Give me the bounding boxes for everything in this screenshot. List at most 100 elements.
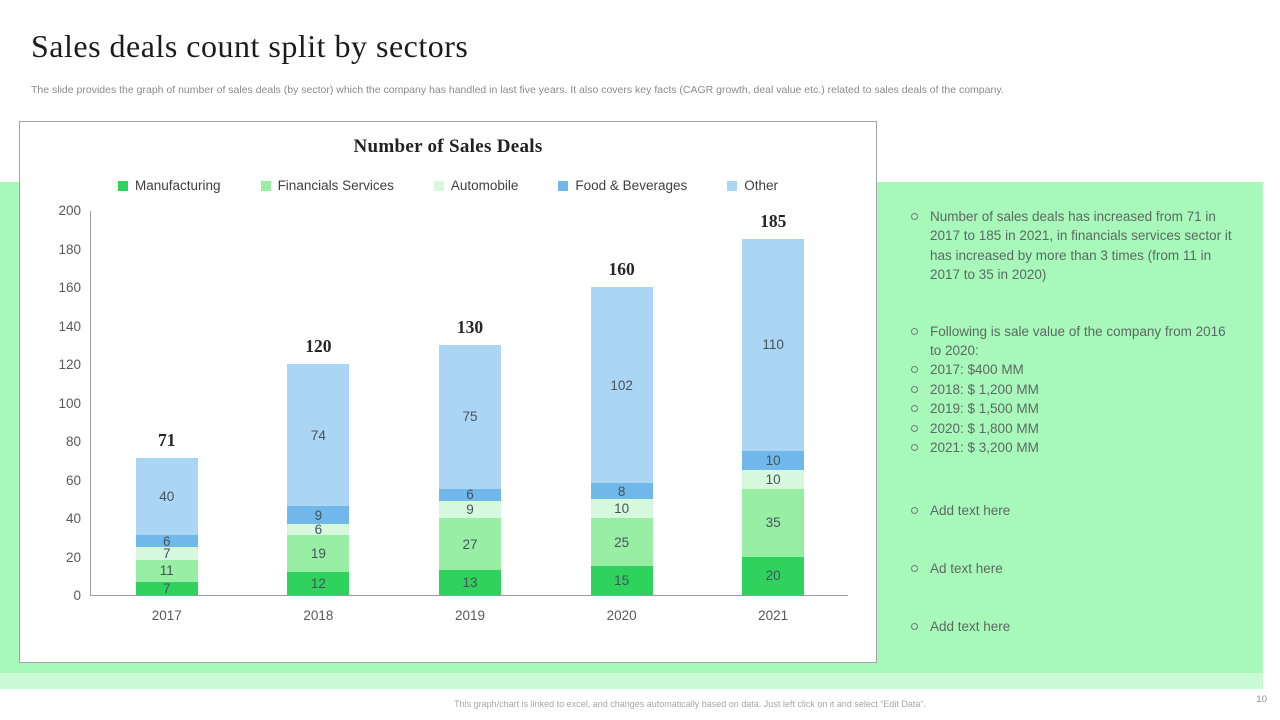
y-axis-tick-label: 180: [58, 241, 81, 257]
bullet-item: 2020: $ 1,800 MM: [911, 419, 1245, 438]
bullet-text: Add text here: [930, 619, 1011, 635]
bar-value-label: 110: [762, 337, 784, 353]
bar-total-label: 130: [456, 316, 484, 337]
bar-value-label: 8: [617, 483, 626, 499]
bullet-item: 2021: $ 3,200 MM: [911, 438, 1245, 457]
circle-bullet-icon: [911, 385, 918, 393]
bar-segment-manufacturing: 12: [287, 571, 350, 595]
plot-area: 0 20 40 60 80 100 120 140 160 180 200 7 11 7 6 40 71 2017…: [58, 203, 848, 623]
circle-bullet-icon: [911, 507, 918, 515]
bar-total-label: 185: [760, 210, 787, 231]
bar-value-label: 7: [163, 580, 171, 596]
circle-bullet-icon: [911, 405, 918, 413]
bar-segment-food-beverages: 6: [439, 487, 501, 503]
bar-segment-financials-services: 27: [439, 518, 501, 570]
bar-segment-food-beverages: 9: [287, 506, 350, 524]
bar-segment-other: 102: [590, 287, 653, 484]
bar-value-label: 102: [610, 377, 633, 393]
legend-label: Manufacturing: [135, 178, 221, 193]
bar-segment-automobile: 6: [287, 522, 350, 538]
bar-segment-financials-services: 25: [590, 518, 653, 567]
legend-item-automobile: Automobile: [433, 178, 519, 193]
bar-segment-other: 110: [742, 238, 805, 451]
bar-segment-manufacturing: 20: [742, 556, 805, 595]
bar-segment-automobile: 9: [439, 500, 501, 518]
bar-segment-financials-services: 35: [742, 489, 805, 557]
circle-bullet-icon: [911, 444, 918, 452]
circle-bullet-icon: [911, 213, 918, 220]
legend-swatch-icon: [727, 180, 738, 191]
circle-bullet-icon: [911, 623, 918, 631]
page-number: 10: [1256, 694, 1267, 705]
circle-bullet-icon: [911, 424, 918, 432]
bullet-text: 2017: $400 MM: [930, 362, 1024, 378]
bullet-item: Add text here: [911, 617, 1245, 636]
bullet-item: Ad text here: [911, 559, 1245, 578]
bullet-text: 2018: $ 1,200 MM: [930, 381, 1039, 397]
bar-segment-food-beverages: 10: [742, 450, 805, 470]
legend-label: Other: [744, 178, 778, 193]
bar-value-label: 40: [159, 489, 175, 505]
bar-value-label: 15: [614, 573, 630, 589]
bullet-text: Following is sale value of the company f…: [930, 323, 1226, 359]
bar-segment-other: 40: [135, 458, 198, 536]
bullet-item: Add text here: [911, 501, 1245, 520]
legend-item-manufacturing: Manufacturing: [118, 178, 221, 193]
x-axis-tick-label: 2020: [606, 608, 637, 623]
y-axis-tick-label: 20: [65, 549, 81, 565]
bar-value-label: 74: [310, 427, 326, 443]
legend-label: Food & Beverages: [575, 178, 688, 193]
circle-bullet-icon: [911, 564, 918, 572]
footer-note: This graph/chart is linked to excel, and…: [454, 699, 926, 709]
bar-value-label: 6: [466, 487, 474, 503]
bar-segment-food-beverages: 8: [590, 483, 653, 499]
slide-subtitle: The slide provides the graph of number o…: [31, 84, 1004, 96]
x-axis-tick-label: 2019: [454, 608, 486, 623]
bar-value-label: 6: [314, 522, 323, 538]
chart-legend: Manufacturing Financials Services Automobi…: [20, 178, 876, 193]
legend-item-other: Other: [727, 178, 778, 193]
bar-value-label: 6: [163, 533, 171, 549]
bar-value-label: 75: [462, 409, 478, 425]
bullet-text: 2020: $ 1,800 MM: [930, 420, 1039, 436]
side-panel-text[interactable]: Number of sales deals has increased from…: [911, 207, 1245, 637]
bar-value-label: 13: [462, 574, 478, 590]
y-axis-tick-label: 100: [58, 395, 81, 411]
legend-item-food-beverages: Food & Beverages: [558, 178, 687, 193]
bar-value-label: 10: [765, 452, 781, 468]
y-axis-tick-label: 160: [58, 280, 81, 295]
bar-value-label: 19: [310, 546, 326, 562]
embedded-chart-object[interactable]: Number of Sales Deals Manufacturing Finan…: [19, 121, 877, 663]
bar-value-label: 20: [765, 568, 781, 584]
bar-value-label: 35: [765, 515, 781, 531]
legend-swatch-icon: [260, 180, 271, 191]
bar-value-label: 12: [310, 575, 326, 591]
bar-segment-financials-services: 19: [287, 535, 350, 572]
bar-value-label: 7: [163, 546, 171, 562]
legend-swatch-icon: [558, 180, 569, 191]
green-background-band-fade: [0, 673, 1263, 689]
bar-total-label: 160: [608, 259, 635, 279]
chart-title: Number of Sales Deals: [353, 136, 543, 157]
bullet-text: Number of sales deals has increased from…: [930, 209, 1232, 283]
bar-value-label: 9: [466, 501, 474, 517]
bar-segment-other: 74: [287, 364, 350, 507]
y-axis-tick-label: 80: [65, 434, 81, 449]
x-axis-tick-label: 2021: [758, 608, 789, 623]
bullet-text: Ad text here: [930, 560, 1003, 576]
bar-segment-automobile: 10: [742, 469, 805, 490]
bar-segment-automobile: 10: [590, 498, 653, 518]
bullet-text: Add text here: [930, 503, 1011, 519]
bar-value-label: 25: [614, 534, 630, 550]
bar-segment-manufacturing: 13: [439, 569, 501, 595]
y-axis-tick-label: 40: [65, 511, 81, 526]
bar-value-label: 9: [314, 507, 323, 523]
bar-value-label: 27: [462, 536, 478, 552]
y-axis-tick-label: 0: [73, 588, 81, 603]
legend-item-financials-services: Financials Services: [260, 178, 394, 193]
bar-value-label: 10: [614, 500, 630, 516]
y-axis-tick-label: 140: [58, 318, 81, 334]
legend-label: Automobile: [450, 178, 519, 193]
bar-value-label: 10: [765, 472, 781, 487]
bar-segment-other: 75: [439, 344, 501, 490]
